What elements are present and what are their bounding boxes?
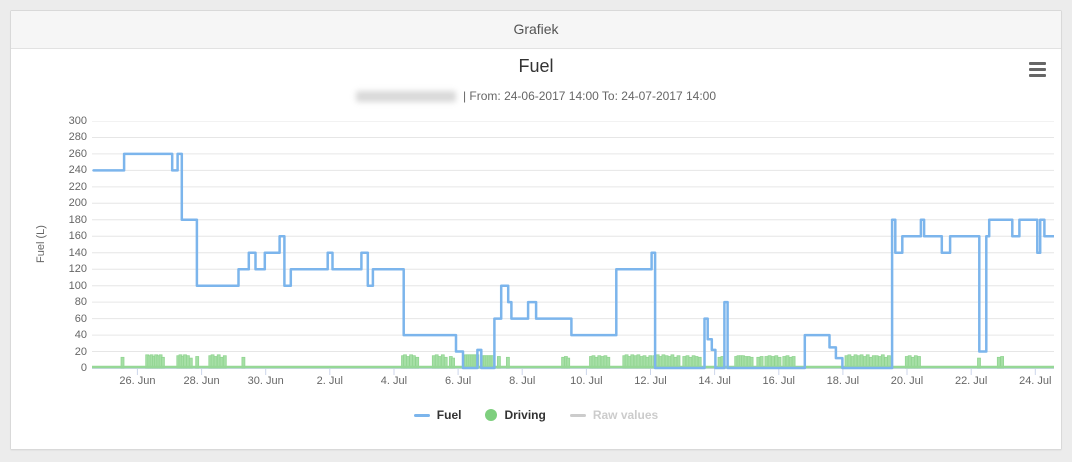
legend-label: Driving (504, 408, 546, 422)
fuel-chart: Fuel | From: 24-06-2017 14:00 To: 24-07-… (11, 49, 1061, 449)
legend-label: Raw values (592, 408, 659, 422)
chart-context-menu-button[interactable] (1029, 62, 1046, 77)
panel-header: Grafiek (11, 11, 1061, 49)
x-tick-label: 22. Jul (954, 375, 988, 387)
y-tick-label: 120 (68, 263, 87, 276)
fuel-line (92, 152, 1054, 370)
y-tick-label: 40 (74, 329, 87, 342)
y-tick-label: 140 (68, 246, 87, 259)
chart-legend: Fuel Driving Raw values (11, 408, 1061, 422)
y-tick-label: 100 (68, 279, 87, 292)
hamburger-icon (1029, 74, 1046, 77)
hamburger-icon (1029, 62, 1046, 65)
x-tick-label: 18. Jul (826, 375, 860, 387)
y-tick-label: 60 (74, 312, 87, 325)
legend-item-fuel[interactable]: Fuel (413, 408, 462, 422)
y-tick-label: 260 (68, 147, 87, 160)
x-tick-label: 14. Jul (698, 375, 731, 387)
chart-title: Fuel (518, 56, 554, 76)
legend-item-raw-values[interactable]: Raw values (569, 408, 659, 422)
x-tick-label: 30. Jun (247, 375, 284, 387)
y-tick-label: 80 (74, 296, 87, 309)
y-tick-label: 280 (68, 131, 87, 144)
x-tick-label: 8. Jul (509, 375, 536, 387)
legend-label: Fuel (436, 408, 462, 422)
panel-title: Grafiek (513, 21, 559, 37)
y-tick-label: 180 (68, 213, 87, 226)
x-tick-label: 6. Jul (444, 375, 472, 387)
x-tick-label: 2. Jul (316, 375, 343, 387)
legend-marker-circle (485, 409, 498, 421)
chart-subtitle: | From: 24-06-2017 14:00 To: 24-07-2017 … (11, 89, 1061, 103)
legend-marker-line (413, 413, 430, 417)
y-tick-label: 20 (74, 345, 87, 358)
y-tick-label: 300 (68, 115, 87, 127)
grafiek-panel: Grafiek Fuel | From: 24-06-2017 14:00 To… (10, 10, 1062, 450)
x-tick-label: 12. Jul (634, 375, 667, 387)
y-tick-label: 0 (80, 362, 87, 374)
redacted-vehicle-name (355, 90, 456, 102)
legend-marker-line (569, 413, 586, 417)
y-tick-label: 160 (68, 230, 87, 243)
x-tick-label: 16. Jul (762, 375, 795, 387)
x-tick-label: 24. Jul (1019, 375, 1052, 387)
y-tick-label: 200 (68, 197, 87, 210)
y-tick-label: 240 (68, 164, 87, 177)
legend-item-driving[interactable]: Driving (485, 408, 546, 422)
x-tick-label: 4. Jul (380, 375, 408, 387)
plot-area (92, 121, 1054, 375)
x-tick-label: 26. Jun (119, 375, 156, 387)
x-tick-label: 20. Jul (890, 375, 924, 387)
x-tick-label: 28. Jun (183, 375, 220, 387)
chart-date-range: | From: 24-06-2017 14:00 To: 24-07-2017 … (462, 89, 717, 103)
x-tick-label: 10. Jul (570, 375, 603, 387)
y-tick-label: 220 (68, 180, 87, 193)
hamburger-icon (1029, 68, 1046, 71)
